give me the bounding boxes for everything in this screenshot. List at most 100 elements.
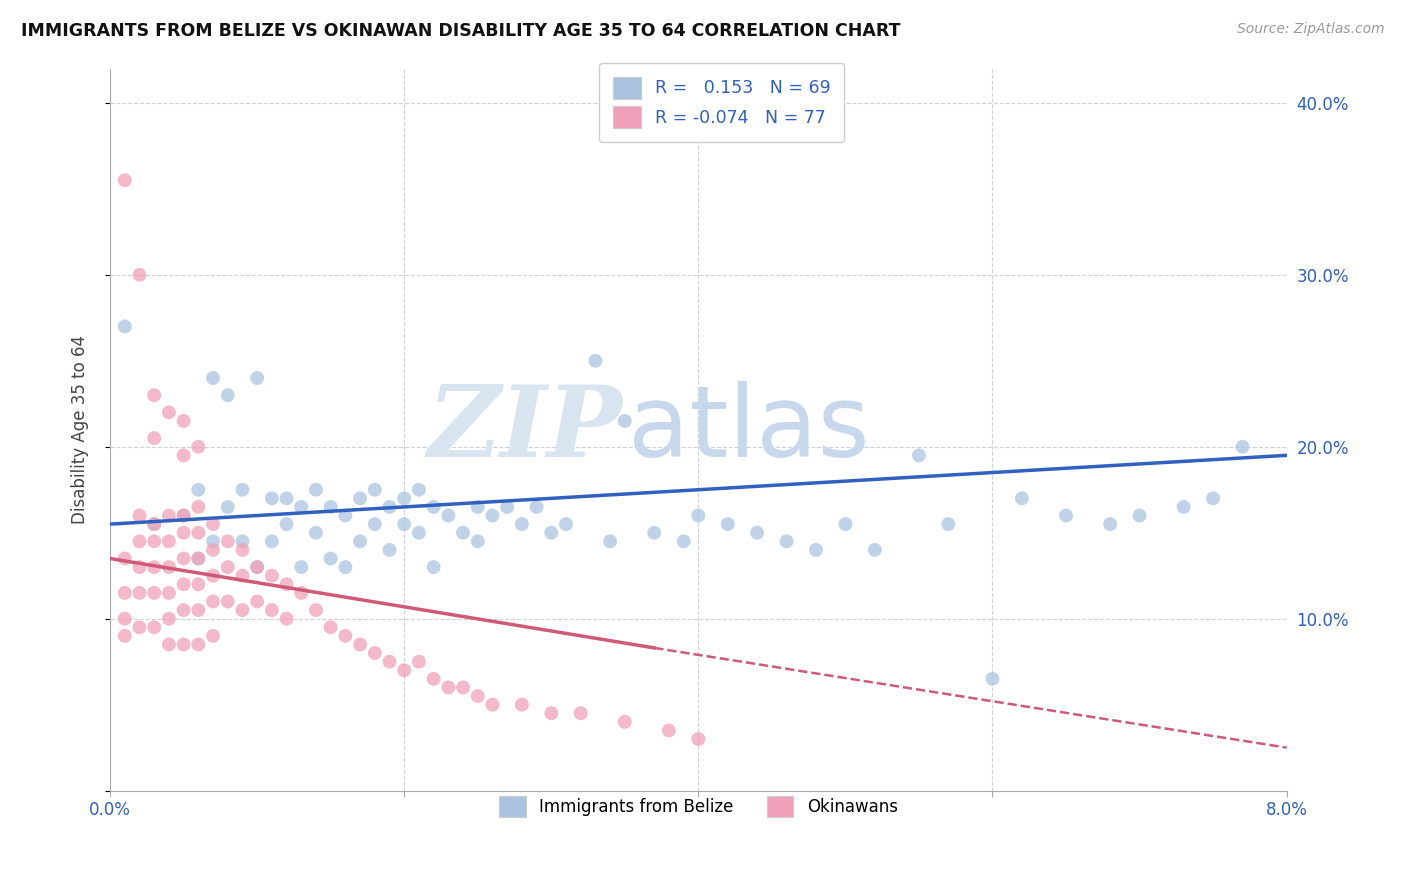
Point xyxy=(451,681,474,695)
Point xyxy=(1173,500,1195,514)
Point xyxy=(187,637,209,651)
Point xyxy=(613,414,636,428)
Point xyxy=(378,655,401,669)
Point xyxy=(437,681,460,695)
Point xyxy=(157,586,180,600)
Point xyxy=(290,500,312,514)
Point xyxy=(187,500,209,514)
Point xyxy=(290,586,312,600)
Point xyxy=(1128,508,1150,523)
Point xyxy=(173,577,195,591)
Point xyxy=(319,500,342,514)
Point xyxy=(526,500,548,514)
Point xyxy=(349,534,371,549)
Point xyxy=(157,508,180,523)
Point xyxy=(1011,491,1033,506)
Point xyxy=(481,508,503,523)
Point xyxy=(217,500,239,514)
Point xyxy=(246,371,269,385)
Point xyxy=(555,517,578,532)
Point xyxy=(114,586,136,600)
Point xyxy=(187,551,209,566)
Point xyxy=(246,560,269,574)
Point xyxy=(187,440,209,454)
Point xyxy=(187,525,209,540)
Point xyxy=(128,586,150,600)
Point xyxy=(276,577,298,591)
Point xyxy=(231,603,253,617)
Text: IMMIGRANTS FROM BELIZE VS OKINAWAN DISABILITY AGE 35 TO 64 CORRELATION CHART: IMMIGRANTS FROM BELIZE VS OKINAWAN DISAB… xyxy=(21,22,901,40)
Point xyxy=(496,500,519,514)
Point xyxy=(276,612,298,626)
Point xyxy=(173,508,195,523)
Point xyxy=(143,517,166,532)
Point xyxy=(834,517,856,532)
Text: ZIP: ZIP xyxy=(427,381,621,478)
Point xyxy=(688,508,710,523)
Point xyxy=(260,568,283,582)
Point xyxy=(510,698,533,712)
Point xyxy=(717,517,740,532)
Point xyxy=(319,620,342,634)
Point xyxy=(378,500,401,514)
Point xyxy=(128,268,150,282)
Point xyxy=(422,500,444,514)
Point xyxy=(173,448,195,462)
Point xyxy=(364,646,387,660)
Point xyxy=(157,405,180,419)
Point xyxy=(128,560,150,574)
Point xyxy=(157,612,180,626)
Point xyxy=(157,534,180,549)
Point xyxy=(290,560,312,574)
Point xyxy=(202,542,225,557)
Point xyxy=(260,603,283,617)
Text: Source: ZipAtlas.com: Source: ZipAtlas.com xyxy=(1237,22,1385,37)
Point xyxy=(305,483,328,497)
Point xyxy=(260,534,283,549)
Point xyxy=(143,560,166,574)
Point xyxy=(143,620,166,634)
Point xyxy=(599,534,621,549)
Point xyxy=(276,517,298,532)
Point xyxy=(672,534,695,549)
Point xyxy=(569,706,592,721)
Point xyxy=(451,525,474,540)
Point xyxy=(114,629,136,643)
Point xyxy=(335,508,357,523)
Point xyxy=(143,388,166,402)
Point xyxy=(143,431,166,445)
Point xyxy=(246,560,269,574)
Point xyxy=(510,517,533,532)
Point xyxy=(157,637,180,651)
Point xyxy=(202,534,225,549)
Point xyxy=(143,534,166,549)
Point xyxy=(1054,508,1077,523)
Point xyxy=(981,672,1004,686)
Point xyxy=(305,525,328,540)
Point xyxy=(187,483,209,497)
Point xyxy=(583,353,606,368)
Point xyxy=(128,620,150,634)
Point xyxy=(260,491,283,506)
Point xyxy=(202,594,225,608)
Point xyxy=(187,577,209,591)
Point xyxy=(408,525,430,540)
Point xyxy=(157,560,180,574)
Point xyxy=(173,603,195,617)
Point xyxy=(392,663,415,677)
Point xyxy=(938,517,960,532)
Point xyxy=(202,629,225,643)
Point xyxy=(775,534,797,549)
Point xyxy=(422,560,444,574)
Point xyxy=(467,689,489,703)
Point xyxy=(335,629,357,643)
Point xyxy=(173,551,195,566)
Point xyxy=(173,414,195,428)
Point xyxy=(643,525,665,540)
Point xyxy=(143,586,166,600)
Point xyxy=(364,517,387,532)
Point xyxy=(173,637,195,651)
Point xyxy=(276,491,298,506)
Point xyxy=(114,612,136,626)
Point xyxy=(1232,440,1254,454)
